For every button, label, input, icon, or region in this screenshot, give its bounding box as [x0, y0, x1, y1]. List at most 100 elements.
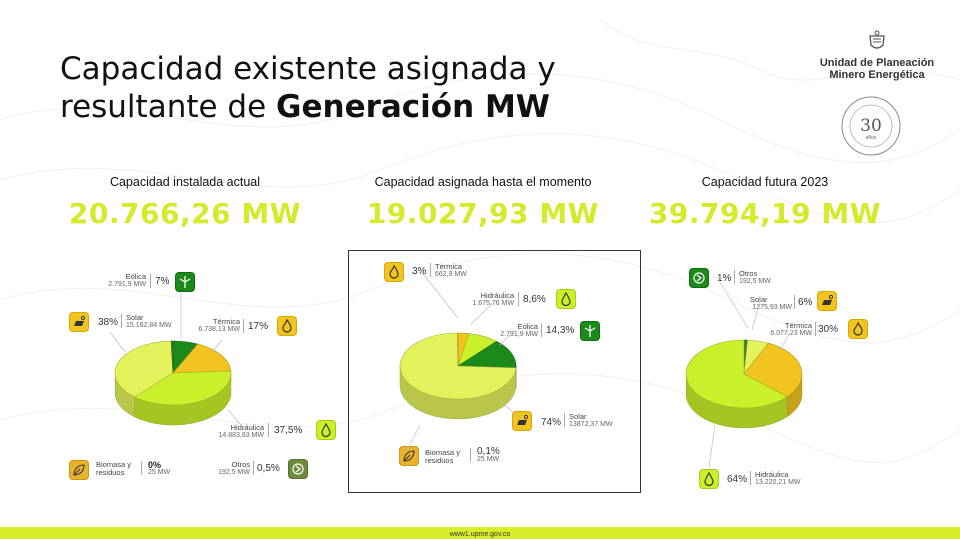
- leaf-icon: [399, 446, 419, 466]
- pct-solar: 6%: [798, 297, 813, 308]
- divider: [750, 471, 751, 485]
- slice-name: Solar: [126, 313, 144, 322]
- divider: [734, 270, 735, 284]
- footer-url: www1.upme.gov.co: [449, 531, 511, 538]
- solar-panel-icon: [512, 411, 532, 431]
- label-eolica: Eólica 2.791,9 MW: [108, 273, 146, 289]
- pct-biomasa: 0,1%: [477, 446, 500, 457]
- seal-number: 30: [860, 116, 882, 136]
- slice-mw: 25 MW: [148, 469, 171, 476]
- logo-line-2: Minero Energética: [829, 69, 925, 81]
- divider: [564, 413, 565, 427]
- divider: [253, 461, 254, 475]
- label-termica: Térmica 662,9 MW: [435, 263, 467, 279]
- slice-name: Solar: [569, 412, 587, 421]
- divider: [121, 314, 122, 328]
- panel-total: 39.794,19 MW: [648, 197, 882, 230]
- divider: [470, 448, 471, 462]
- label-hidraulica: Hidráulica 14.883,83 MW: [218, 424, 264, 440]
- label-biomasa-values: 0,1% 25 MW: [477, 446, 500, 464]
- panel-head-futura: Capacidad futura 2023 39.794,19 MW: [630, 175, 900, 230]
- label-termica: Térmica 6.077,23 MW: [768, 322, 812, 338]
- slice-name: Hidráulica: [480, 291, 514, 300]
- wind-turbine-icon: [580, 321, 600, 341]
- seal-sub: años: [866, 135, 877, 141]
- solar-panel-icon: [817, 291, 837, 311]
- divider: [430, 263, 431, 277]
- label-solar: Solar 15.162,84 MW: [126, 314, 172, 330]
- pie-slice-hidráulica: [685, 339, 788, 409]
- slice-name: Térmica: [784, 321, 812, 330]
- label-biomasa-values: 0% 25 MW: [148, 461, 170, 477]
- pct-hidraulica: 8,6%: [523, 294, 546, 305]
- slice-mw: 1.675,76 MW: [472, 300, 514, 307]
- slice-mw: 14.883,83 MW: [218, 432, 264, 439]
- slice-mw: 662,9 MW: [435, 271, 467, 278]
- pie-slice-hidráulica: [134, 370, 232, 406]
- slice-mw: 13872,37 MW: [569, 421, 613, 428]
- label-biomasa: Biomasa y residuos: [425, 449, 467, 465]
- pie-slice-térmica: [172, 343, 232, 374]
- pct-solar: 74%: [541, 417, 562, 428]
- title-line-2-bold: Generación MW: [276, 89, 551, 125]
- slice-name: Otros: [739, 269, 758, 278]
- divider: [150, 274, 151, 288]
- label-hidraulica: Hidráulica 13.220,21 MW: [755, 471, 801, 487]
- divider: [815, 322, 816, 336]
- slice-mw: 6.077,23 MW: [770, 330, 812, 337]
- slice-name: Biomasa y residuos: [425, 448, 461, 465]
- slice-mw: 1275,93 MW: [752, 304, 792, 311]
- pct-otros: 0,5%: [257, 463, 280, 474]
- divider: [794, 295, 795, 309]
- divider: [141, 461, 142, 475]
- coat-of-arms-icon: [869, 30, 885, 49]
- slice-name: Solar: [750, 295, 768, 304]
- leaf-icon: [69, 460, 89, 480]
- highlight-frame: [348, 250, 641, 493]
- solar-panel-icon: [69, 312, 89, 332]
- slice-mw: 25 MW: [477, 456, 500, 463]
- label-termica: Térmica 6.738,13 MW: [198, 318, 240, 334]
- label-eolica: Eólica 2.791,9 MW: [498, 323, 538, 339]
- water-drop-icon: [699, 469, 719, 489]
- title-line-2: resultante de Generación MW: [60, 88, 556, 126]
- divider: [268, 423, 269, 437]
- pct-termica: 17%: [248, 321, 269, 332]
- label-otros: Otros 192,5 MW: [739, 270, 771, 286]
- pct-biomasa: 0%: [148, 460, 162, 470]
- title-line-1: Capacidad existente asignada y: [60, 51, 556, 87]
- label-otros: Otros 192,5 MW: [214, 461, 250, 477]
- label-hidraulica: Hidráulica 1.675,76 MW: [468, 292, 514, 308]
- pct-hidraulica: 64%: [727, 474, 748, 485]
- recycle-icon: [689, 268, 709, 288]
- label-solar: Solar 13872,37 MW: [569, 413, 613, 429]
- footer-bar: [0, 527, 960, 539]
- slice-name: Térmica: [435, 262, 463, 271]
- label-solar: Solar 1275,93 MW: [750, 296, 792, 312]
- divider: [243, 319, 244, 333]
- pct-eolica: 7%: [155, 276, 170, 287]
- panel-total: 19.027,93 MW: [366, 197, 600, 230]
- pct-solar: 38%: [98, 317, 119, 328]
- logo-line-1: Unidad de Planeación: [819, 57, 935, 69]
- label-biomasa: Biomasa y residuos: [96, 461, 138, 477]
- flame-icon: [277, 316, 297, 336]
- slice-name: Térmica: [212, 317, 240, 326]
- slice-mw: 15.162,84 MW: [126, 322, 172, 329]
- slice-mw: 13.220,21 MW: [755, 479, 801, 486]
- title-line-2-prefix: resultante de: [60, 89, 277, 125]
- slice-name: Eólica: [517, 322, 538, 331]
- slice-mw: 192,5 MW: [218, 469, 250, 476]
- panel-total: 20.766,26 MW: [68, 197, 302, 230]
- pie-slice-otros: [170, 340, 174, 374]
- flame-icon: [384, 262, 404, 282]
- slice-name: Biomasa y residuos: [96, 460, 132, 477]
- page-title: Capacidad existente asignada y resultant…: [60, 50, 556, 126]
- panel-subtitle: Capacidad asignada hasta el momento: [374, 175, 592, 189]
- slice-name: Hidráulica: [230, 423, 264, 432]
- slice-mw: 2.791,9 MW: [108, 281, 146, 288]
- slice-mw: 192,5 MW: [739, 278, 771, 285]
- divider: [541, 323, 542, 337]
- pie-slice-solar: [114, 340, 174, 398]
- slice-mw: 6.738,13 MW: [198, 326, 240, 333]
